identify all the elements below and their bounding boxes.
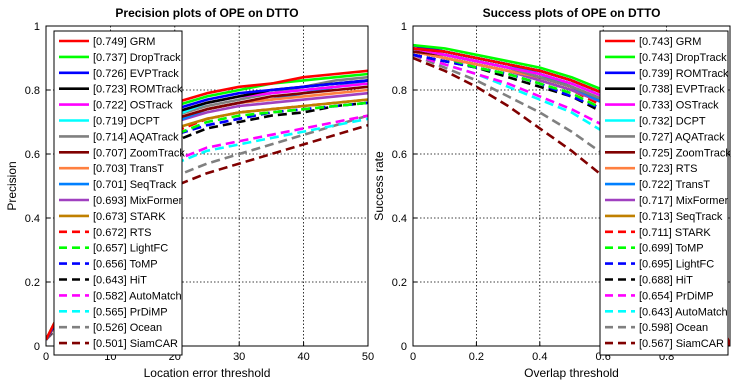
legend-label: [0.657] LightFC (93, 243, 168, 255)
legend-label: [0.643] HiT (93, 275, 147, 287)
legend-label: [0.673] STARK (93, 211, 166, 223)
legend-label: [0.688] HiT (639, 275, 693, 287)
x-tick-label: 50 (362, 351, 374, 363)
y-axis-label: Precision (5, 161, 19, 210)
legend-label: [0.743] GRM (639, 36, 701, 48)
legend-label: [0.501] SiamCAR (93, 338, 178, 350)
y-tick-label: 0.4 (25, 213, 40, 225)
series-line (46, 101, 368, 341)
chart-title: Success plots of OPE on DTTO (483, 6, 661, 20)
legend-box (53, 30, 183, 356)
x-axis-label: Location error threshold (144, 366, 271, 380)
legend-label: [0.713] SeqTrack (639, 211, 723, 223)
legend-label: [0.749] GRM (93, 36, 155, 48)
axes-frame (45, 25, 369, 347)
y-tick-label: 0.6 (25, 149, 40, 161)
legend-label: [0.723] RTS (639, 163, 698, 175)
x-tick-label: 30 (233, 351, 245, 363)
y-tick-label: 1 (34, 21, 40, 33)
legend-label: [0.737] DropTrack (93, 52, 181, 64)
legend-label: [0.732] DCPT (639, 116, 706, 128)
legend-label: [0.743] DropTrack (639, 52, 727, 64)
legend-label: [0.714] AQATrack (93, 131, 179, 143)
y-tick-label: 0.8 (25, 85, 40, 97)
legend-label: [0.582] AutoMatch (93, 290, 182, 302)
legend-label: [0.598] Ocean (639, 322, 708, 334)
legend-label: [0.526] Ocean (93, 322, 162, 334)
legend-label: [0.733] OSTrack (639, 100, 719, 112)
legend-label: [0.727] AQATrack (639, 131, 725, 143)
legend: [0.749] GRM [0.737] DropTrack [0.726] EVPT… (53, 30, 185, 356)
x-axis-label: Overlap threshold (524, 366, 619, 380)
legend-label: [0.725] ZoomTrack (639, 147, 731, 159)
x-tick-label: 0 (410, 351, 416, 363)
legend-label: [0.565] PrDiMP (93, 306, 168, 318)
legend-label: [0.739] ROMTrack (639, 68, 729, 80)
legend-label: [0.711] STARK (639, 227, 711, 239)
x-tick-label: 0.2 (469, 351, 484, 363)
axes-frame (412, 25, 731, 347)
legend-box (599, 30, 729, 356)
legend-label: [0.695] LightFC (639, 259, 714, 271)
legend-label: [0.707] ZoomTrack (93, 147, 185, 159)
y-tick-label: 0.8 (392, 85, 407, 97)
legend-label: [0.701] SeqTrack (93, 179, 177, 191)
legend-label: [0.699] ToMP (639, 243, 704, 255)
x-tick-label: 0 (43, 351, 49, 363)
y-tick-label: 0.4 (392, 213, 407, 225)
y-tick-label: 0 (401, 341, 407, 353)
y-tick-label: 0.2 (25, 277, 40, 289)
legend-label: [0.738] EVPTrack (639, 84, 725, 96)
legend-label: [0.726] EVPTrack (93, 68, 179, 80)
legend-label: [0.567] SiamCAR (639, 338, 724, 350)
legend-label: [0.672] RTS (93, 227, 152, 239)
chart-title: Precision plots of OPE on DTTO (115, 6, 298, 20)
x-tick-label: 0.4 (532, 351, 547, 363)
y-tick-label: 0.6 (392, 149, 407, 161)
legend-label: [0.723] ROMTrack (93, 84, 183, 96)
legend-label: [0.703] TransT (93, 163, 164, 175)
y-tick-label: 0 (34, 341, 40, 353)
legend-label: [0.643] AutoMatch (639, 306, 728, 318)
legend-label: [0.719] DCPT (93, 116, 160, 128)
legend-label: [0.654] PrDiMP (639, 290, 714, 302)
legend-label: [0.717] MixFormer (639, 195, 729, 207)
legend: [0.743] GRM [0.743] DropTrack [0.739] ROMT… (599, 30, 731, 356)
y-axis-label: Success rate (372, 151, 386, 221)
x-tick-label: 40 (297, 351, 309, 363)
legend-label: [0.722] OSTrack (93, 100, 173, 112)
y-tick-label: 0.2 (392, 277, 407, 289)
series-line (46, 101, 368, 341)
y-tick-label: 1 (401, 21, 407, 33)
legend-label: [0.693] MixFormer (93, 195, 183, 207)
legend-label: [0.722] TransT (639, 179, 710, 191)
legend-label: [0.656] ToMP (93, 259, 158, 271)
